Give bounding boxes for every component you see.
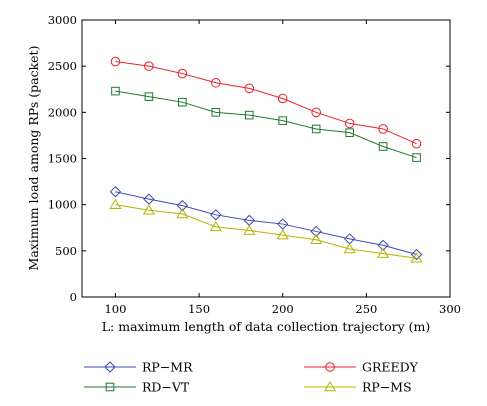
data-point [310,233,323,245]
legend-label: RP−MR [142,360,193,375]
data-point [278,116,288,125]
data-point [144,92,154,101]
series-line-1 [115,61,417,145]
x-tick-label: 250 [355,302,377,316]
y-tick-label: 0 [70,290,77,304]
data-point [377,247,390,258]
data-point [211,77,221,88]
data-point [410,248,423,261]
series-markers [109,56,423,263]
data-point [343,243,356,254]
data-point [111,86,120,96]
series-line-3 [115,204,417,259]
data-point [176,207,189,219]
x-tick-label: 300 [439,302,461,316]
series-line-0 [115,191,417,256]
data-point [345,128,354,137]
data-point [142,204,155,215]
x-tick-label: 100 [104,302,126,316]
data-point [377,239,389,252]
series-lines [115,61,417,259]
legend-label: RP−MS [362,380,412,395]
y-tick-label: 2500 [48,59,77,73]
data-point [109,186,122,198]
data-point [311,124,321,134]
y-tick-label: 3000 [48,13,77,27]
series-line-2 [115,90,417,159]
y-tick-label: 500 [55,244,77,258]
y-tick-label: 1500 [48,152,77,166]
data-point [211,108,221,117]
data-point [277,218,289,230]
x-tick-label: 150 [188,302,210,316]
data-point [209,220,222,232]
legend-marker [323,381,337,392]
data-point [244,110,254,120]
data-point [344,118,355,129]
data-point [410,252,423,263]
legend-marker [105,382,115,392]
data-point [144,61,154,71]
data-point [378,124,388,134]
data-point [110,56,121,67]
data-point [311,107,321,118]
legend-label: GREEDY [362,360,419,375]
data-point [243,224,256,235]
legend-label: RD−VT [142,380,190,395]
data-point [276,229,289,240]
data-point [412,153,421,162]
y-axis-label: Maximum load among RPs (packet) [26,46,41,271]
data-point [178,97,187,107]
data-point [277,93,288,104]
y-tick-label: 1000 [48,198,77,212]
x-axis-label: L: maximum length of data collection tra… [102,319,430,334]
y-tick-label: 2000 [48,105,77,119]
data-point [210,209,222,221]
legend-marker [325,362,335,372]
x-tick-label: 200 [272,302,294,316]
data-point [143,193,155,205]
data-point [109,198,122,209]
data-point [177,68,188,79]
legend-marker [104,361,116,373]
data-point [244,83,255,94]
data-point [411,138,422,149]
data-point [176,199,189,212]
legend: RP−MR GREEDY RD−VT RP−MS [84,360,419,395]
data-point [310,225,322,238]
data-point [378,142,388,151]
